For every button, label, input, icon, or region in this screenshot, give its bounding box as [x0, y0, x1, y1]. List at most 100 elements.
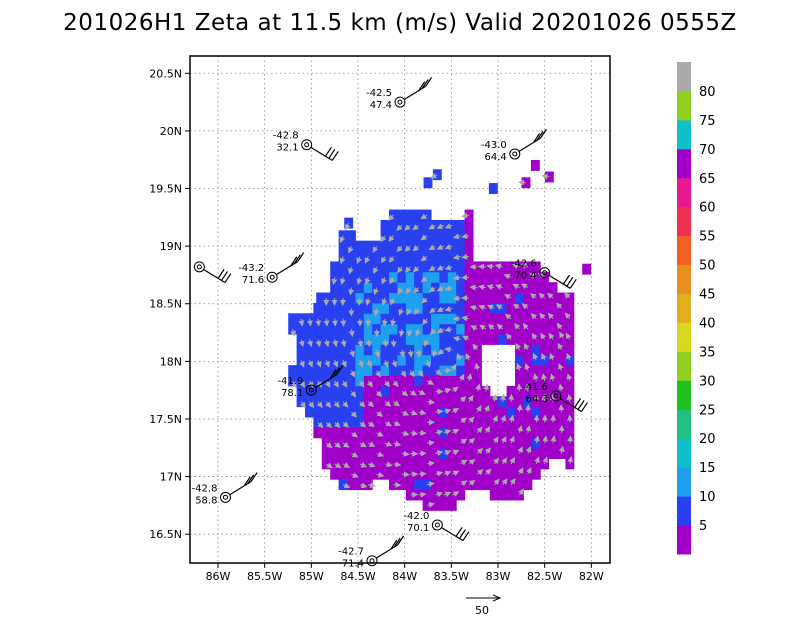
field-cell	[389, 344, 398, 356]
field-cell	[506, 427, 516, 439]
wind-vector	[340, 318, 347, 327]
field-cell	[380, 416, 390, 428]
wind-barb	[315, 373, 338, 389]
y-tick-label: 20.5N	[149, 67, 182, 80]
field-cell	[338, 416, 348, 428]
field-cell	[498, 282, 508, 294]
wind-barb	[518, 137, 541, 152]
field-cell	[565, 416, 575, 428]
wind-vector	[452, 470, 460, 477]
field-cell	[439, 271, 449, 283]
wind-vector	[316, 401, 323, 409]
wind-vector	[418, 491, 427, 498]
field-cell	[565, 375, 575, 387]
field-cell	[347, 365, 356, 377]
wind-vector	[307, 380, 314, 388]
station-dot	[304, 142, 310, 148]
wind-vector	[426, 502, 435, 508]
field-cell	[330, 427, 340, 439]
field-cell	[439, 251, 449, 262]
field-cell	[481, 292, 491, 304]
field-cell	[557, 437, 566, 449]
station-model: -42.070.1	[403, 511, 470, 542]
wind-vector	[492, 436, 499, 444]
field-cell	[338, 354, 348, 366]
wind-vector	[376, 431, 384, 437]
wind-barb	[203, 268, 226, 284]
wind-vector	[307, 339, 313, 348]
field-cell	[464, 365, 474, 377]
field-cell	[363, 468, 373, 480]
field-cell	[464, 468, 474, 480]
wind-vector	[524, 362, 531, 371]
wind-barb	[276, 261, 299, 276]
wind-vector	[478, 304, 487, 311]
field-cell	[431, 396, 440, 408]
field-cell	[405, 489, 415, 501]
field-cell	[305, 365, 314, 377]
field-cell	[523, 416, 533, 428]
wind-vector	[315, 318, 322, 327]
field-cell	[405, 292, 415, 304]
field-cell	[506, 406, 516, 418]
field-cell	[515, 313, 524, 325]
station-circle	[431, 519, 443, 531]
field-cell	[380, 219, 390, 231]
wind-vector	[501, 478, 508, 485]
field-cell	[397, 427, 407, 439]
wind-vector	[566, 352, 572, 361]
station-temperature: -42.5	[366, 88, 392, 99]
wind-vector	[427, 439, 436, 446]
x-tick-label: 84W	[392, 570, 417, 583]
field-cell	[439, 499, 449, 511]
wind-vector	[339, 277, 346, 286]
wind-vector	[414, 308, 421, 315]
wind-vector	[541, 393, 548, 402]
field-cell	[447, 479, 457, 491]
field-cell	[372, 365, 382, 377]
wind-vector	[542, 456, 549, 465]
field-cell	[498, 292, 508, 304]
field-cell	[397, 406, 407, 418]
field-cell	[389, 365, 398, 377]
wind-vector	[388, 256, 395, 264]
wind-vector	[452, 233, 461, 240]
colorbar-segment	[677, 525, 691, 555]
field-cell	[321, 385, 331, 397]
field-cell	[548, 292, 558, 304]
station-dot	[434, 522, 440, 528]
wind-vector	[368, 461, 376, 468]
field-cell	[557, 292, 566, 304]
wind-vector	[475, 405, 482, 413]
wind-vector	[334, 441, 342, 448]
field-cell	[481, 416, 491, 428]
field-cell	[439, 334, 449, 345]
field-cell	[447, 468, 457, 480]
wind-vector	[357, 339, 364, 348]
wind-vector	[460, 438, 468, 445]
field-cell	[456, 323, 466, 335]
field-cell	[380, 458, 390, 470]
wind-vector	[391, 360, 397, 368]
wind-vector	[381, 277, 387, 285]
wind-vector	[357, 360, 364, 368]
field-cell	[548, 344, 558, 356]
wind-vector	[412, 245, 420, 252]
field-cell	[422, 427, 432, 439]
field-cell	[372, 416, 382, 428]
barb-flag	[329, 369, 337, 379]
station-model: -42.547.4	[366, 77, 433, 111]
wind-vector	[299, 360, 305, 368]
field-cell	[464, 344, 474, 356]
field-cell	[447, 375, 457, 387]
field-cell	[347, 416, 356, 428]
field-cell	[456, 240, 466, 252]
field-cell	[355, 416, 365, 428]
field-cell	[422, 489, 432, 501]
wind-vector	[367, 421, 375, 427]
wind-vector	[565, 332, 572, 340]
station-speed: 71.6	[242, 275, 264, 286]
field-cell	[338, 468, 348, 480]
field-cell	[530, 160, 540, 171]
field-cell	[397, 209, 407, 221]
